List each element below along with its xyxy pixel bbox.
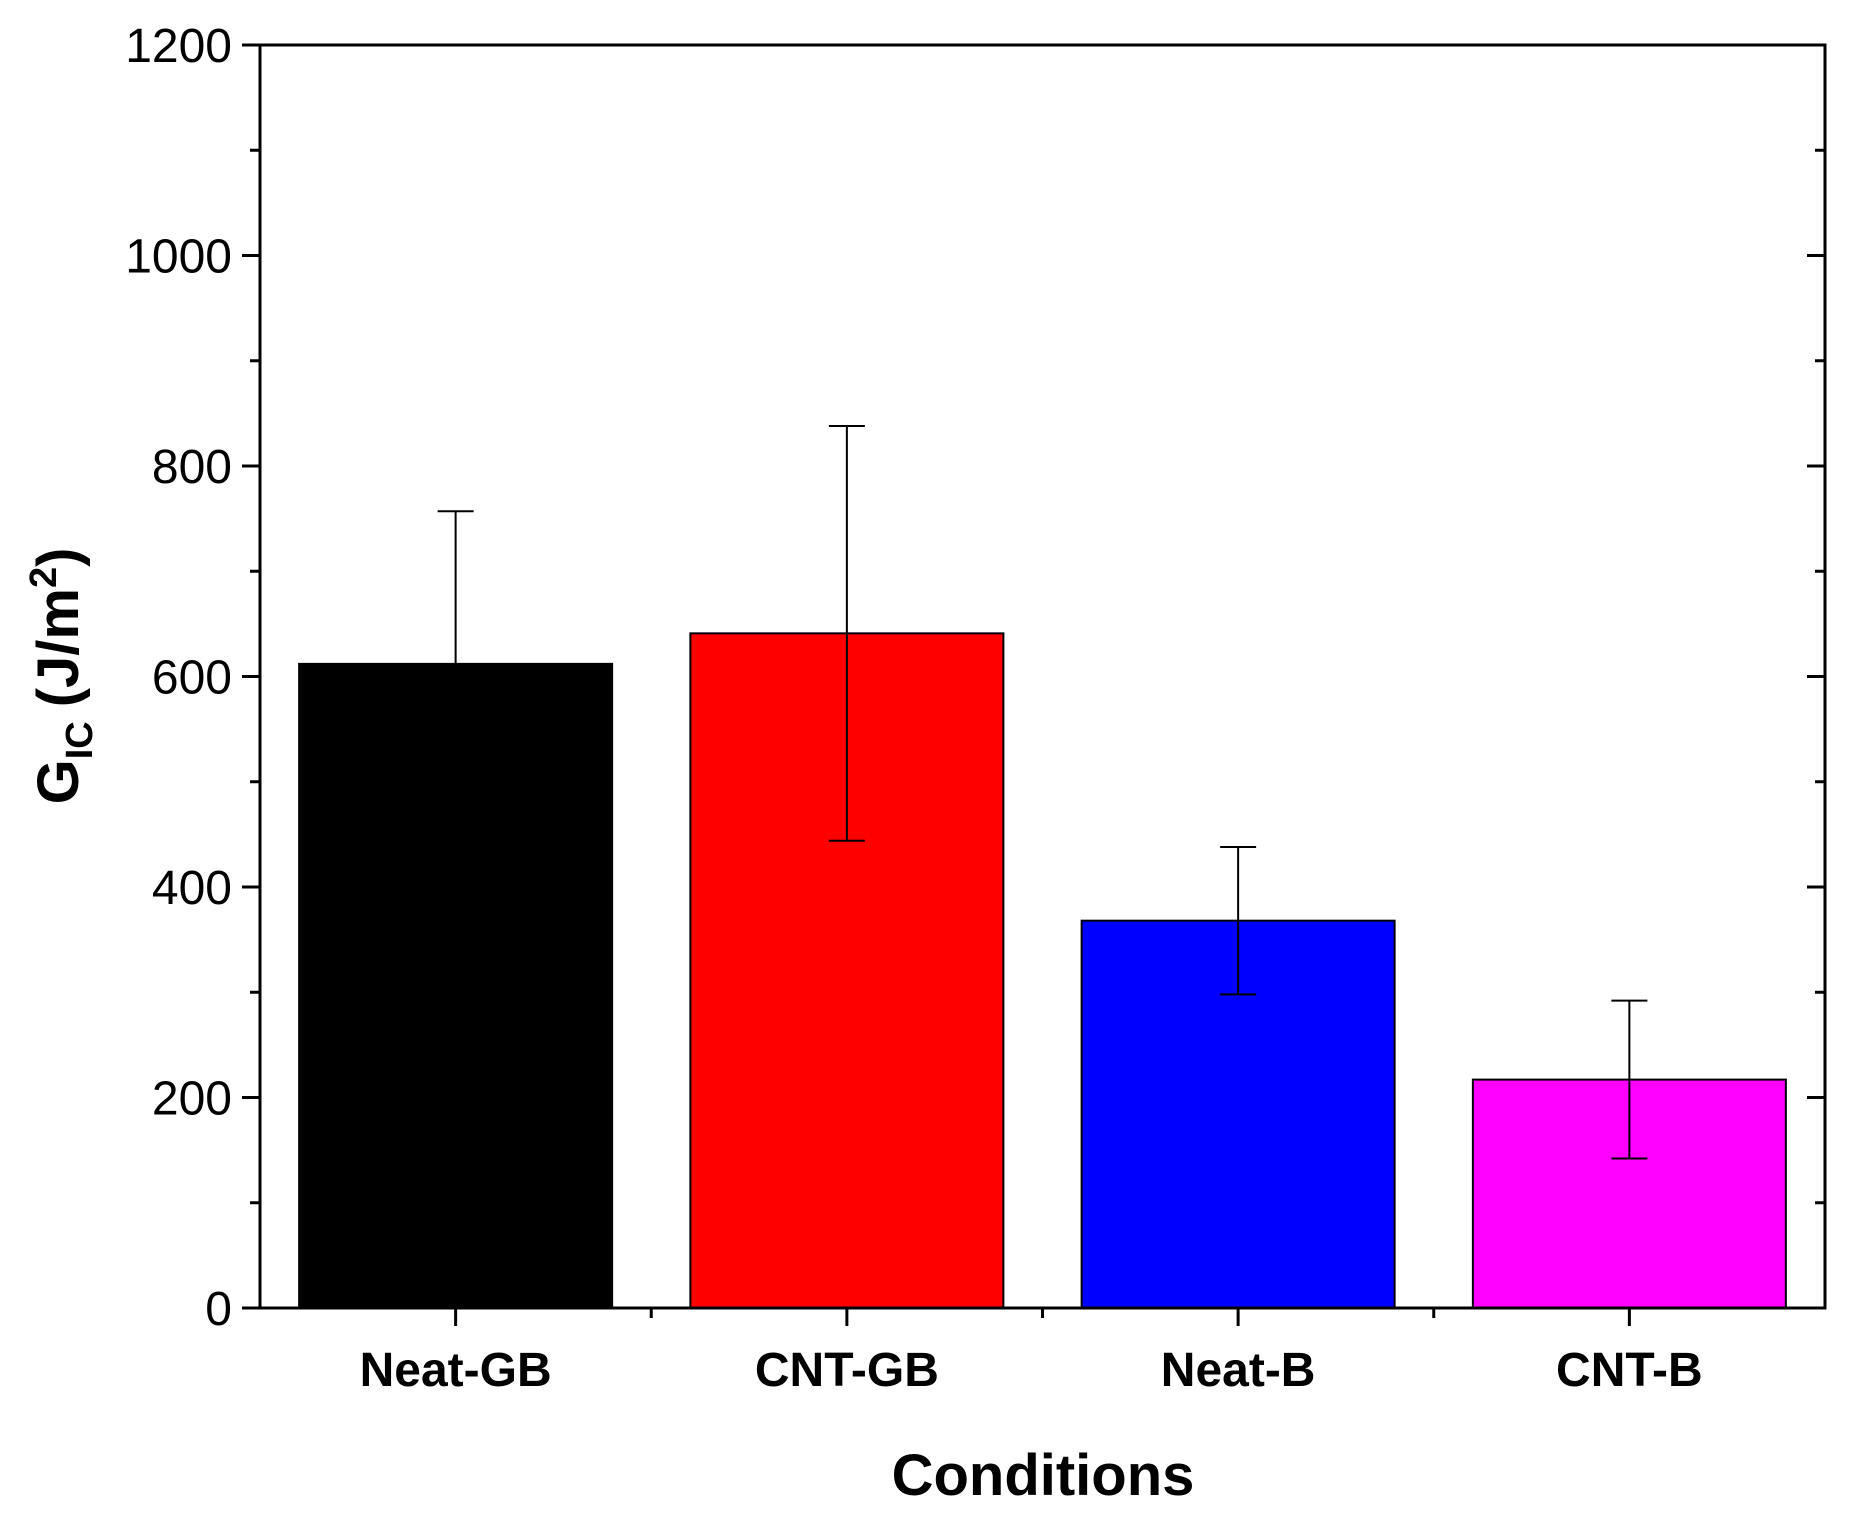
x-axis-title: Conditions (892, 1443, 1195, 1508)
y-tick-label: 400 (152, 862, 232, 915)
y-axis-title-sub: IC (59, 721, 101, 759)
y-axis-title-sup: 2 (23, 567, 65, 588)
y-axis-title: GIC (J/m2) (23, 548, 101, 805)
y-tick-label: 200 (152, 1073, 232, 1126)
y-tick-label: 600 (152, 652, 232, 705)
y-axis-title-close: ) (26, 548, 91, 567)
bars-layer (298, 632, 1787, 1310)
y-axis-title-unit: (J/m (26, 588, 91, 707)
ticks-layer (242, 43, 1825, 1326)
x-tick-label-neat-b: Neat-B (1161, 1344, 1316, 1397)
x-tick-label-cnt-gb: CNT-GB (755, 1344, 939, 1397)
y-tick-label: 1200 (125, 20, 232, 73)
x-tick-labels: Neat-GB CNT-GB Neat-B CNT-B (360, 1344, 1703, 1397)
x-tick-label-cnt-b: CNT-B (1556, 1344, 1703, 1397)
y-tick-label: 0 (205, 1283, 232, 1336)
y-tick-label: 1000 (125, 231, 232, 284)
y-axis-title-main: G (26, 759, 91, 804)
y-tick-labels: 0 200 400 600 800 1000 1200 (125, 20, 232, 1336)
y-tick-label: 800 (152, 441, 232, 494)
error-bars-layer (437, 425, 1648, 1160)
x-tick-label-neat-gb: Neat-GB (360, 1344, 552, 1397)
